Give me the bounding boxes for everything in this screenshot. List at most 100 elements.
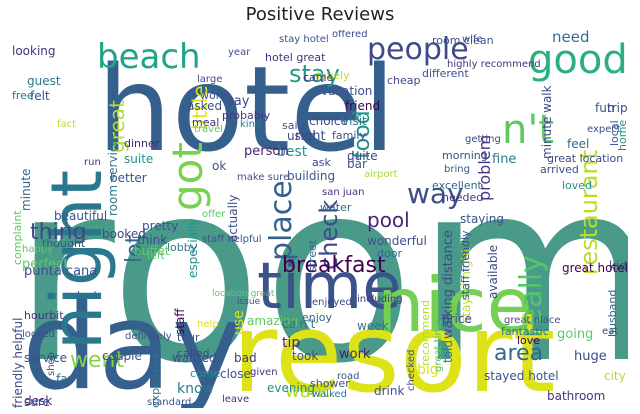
word-suite: suite bbox=[124, 152, 154, 166]
word-feel: feel bbox=[567, 137, 590, 151]
word-going: going bbox=[557, 327, 594, 342]
word-pool: pool bbox=[367, 208, 410, 232]
word-quite: quite bbox=[347, 149, 378, 163]
word-went: went bbox=[70, 348, 125, 373]
word-came: came bbox=[303, 71, 334, 84]
word-room-service: room service bbox=[106, 138, 120, 216]
word-great-location: great location bbox=[547, 152, 624, 165]
word-enjoyed: enjoyed bbox=[312, 297, 352, 308]
word-work: work bbox=[339, 347, 371, 362]
word-perfect: perfect bbox=[22, 257, 69, 272]
word-looking: looking bbox=[12, 44, 56, 58]
word-want: want bbox=[285, 381, 330, 402]
word-available: available bbox=[486, 244, 500, 299]
word-water: water bbox=[320, 201, 352, 214]
word-staff-friendly: staff friendly bbox=[459, 230, 472, 300]
word-thought: thought bbox=[42, 237, 86, 250]
word-cheap: cheap bbox=[387, 74, 421, 87]
word-loved: loved bbox=[562, 179, 593, 192]
word-minute: minute bbox=[19, 168, 33, 211]
word-thing: thing bbox=[30, 220, 87, 245]
word-shower: shower bbox=[310, 377, 350, 390]
word-door: door bbox=[377, 247, 402, 260]
word-city: city bbox=[604, 369, 626, 383]
word-staff-helpful: staff helpful bbox=[202, 234, 262, 245]
word-tip: tip bbox=[282, 335, 301, 351]
word-airport: airport bbox=[364, 169, 398, 180]
word-felt: felt bbox=[30, 89, 50, 103]
word-big: big bbox=[417, 362, 439, 378]
word-room-clean: room clean bbox=[432, 34, 494, 47]
word-stay: stay bbox=[289, 60, 340, 88]
word-cloud: room hotel day resort time nice night got beach p… bbox=[12, 30, 628, 408]
word-checked: checked bbox=[406, 349, 417, 391]
chart-title: Positive Reviews bbox=[245, 4, 395, 25]
word-price: price bbox=[442, 312, 472, 326]
word-booked: booked bbox=[102, 227, 146, 241]
word-bathroom: bathroom bbox=[547, 389, 606, 403]
word-evening: evening bbox=[267, 381, 316, 395]
word-help: help bbox=[197, 319, 219, 330]
word-fine: fine bbox=[492, 152, 517, 167]
word-street: street bbox=[306, 239, 319, 272]
word-restaurant: restaurant bbox=[575, 149, 603, 275]
word-meal: meal bbox=[192, 116, 220, 129]
word-family: family bbox=[332, 129, 366, 142]
word-great-time: great time bbox=[433, 319, 444, 372]
word-enjoy: enjoy bbox=[302, 311, 333, 324]
word-eat: eat bbox=[602, 326, 619, 337]
word-ok: ok bbox=[212, 159, 227, 173]
word-expect: expect bbox=[587, 124, 621, 135]
word-hotel: hotel bbox=[97, 40, 396, 178]
word-walked: walked bbox=[312, 389, 348, 400]
word-given: given bbox=[250, 367, 278, 378]
word-looked: looked bbox=[22, 329, 55, 340]
word-person: person bbox=[244, 144, 289, 159]
word-great-place: great place bbox=[504, 315, 561, 326]
word-highly-recommend: highly recommend bbox=[447, 59, 541, 70]
word-free: free bbox=[12, 89, 34, 102]
word-beautiful: beautiful bbox=[54, 209, 108, 223]
word-drink: drink bbox=[374, 384, 405, 398]
word-kind: kind bbox=[240, 119, 262, 130]
word-n-t: n't bbox=[502, 107, 555, 153]
word-sure: sure bbox=[24, 395, 50, 408]
word-year: year bbox=[228, 47, 251, 58]
word-definitely: definitely bbox=[125, 331, 172, 342]
word-took: took bbox=[292, 349, 319, 363]
word-huge: huge bbox=[574, 349, 607, 364]
word-room: room bbox=[12, 127, 628, 408]
word-shop: shop bbox=[46, 351, 57, 376]
word-bring: bring bbox=[444, 164, 470, 175]
word-hourbit: hourbit bbox=[24, 309, 64, 322]
word-day: day bbox=[22, 278, 243, 408]
word-area: area bbox=[494, 341, 544, 366]
word-asked: asked bbox=[187, 99, 223, 113]
word-excellent: excellent bbox=[432, 179, 482, 192]
word-kid: kid bbox=[609, 259, 627, 273]
word-trip: trip bbox=[607, 101, 628, 115]
word-run: run bbox=[84, 157, 101, 168]
word-people: people bbox=[367, 32, 469, 67]
word-far: far bbox=[56, 372, 73, 386]
word-pretty: pretty bbox=[142, 219, 179, 233]
word-right: right bbox=[295, 129, 326, 144]
word-bar: bar bbox=[347, 157, 367, 171]
word-come: come bbox=[190, 367, 221, 380]
word-offer: offer bbox=[202, 209, 226, 220]
word-look: look bbox=[77, 289, 100, 302]
word-large: large bbox=[197, 74, 223, 85]
word-way: way bbox=[407, 177, 464, 210]
word-beach: beach bbox=[97, 37, 201, 77]
word-vacation: vacation bbox=[321, 84, 373, 98]
word-recommend: recommend bbox=[419, 300, 432, 366]
word-got: got bbox=[163, 142, 212, 211]
word-wanted: wanted bbox=[172, 351, 217, 365]
word-leave: leave bbox=[222, 394, 250, 405]
word-great-hotel: great hotel bbox=[562, 261, 628, 275]
word-building: building bbox=[287, 169, 336, 183]
word-said: said bbox=[282, 119, 305, 132]
word-buffet: buffet bbox=[134, 244, 170, 258]
word-place: place bbox=[264, 180, 299, 261]
word-friend: friend bbox=[345, 99, 381, 113]
